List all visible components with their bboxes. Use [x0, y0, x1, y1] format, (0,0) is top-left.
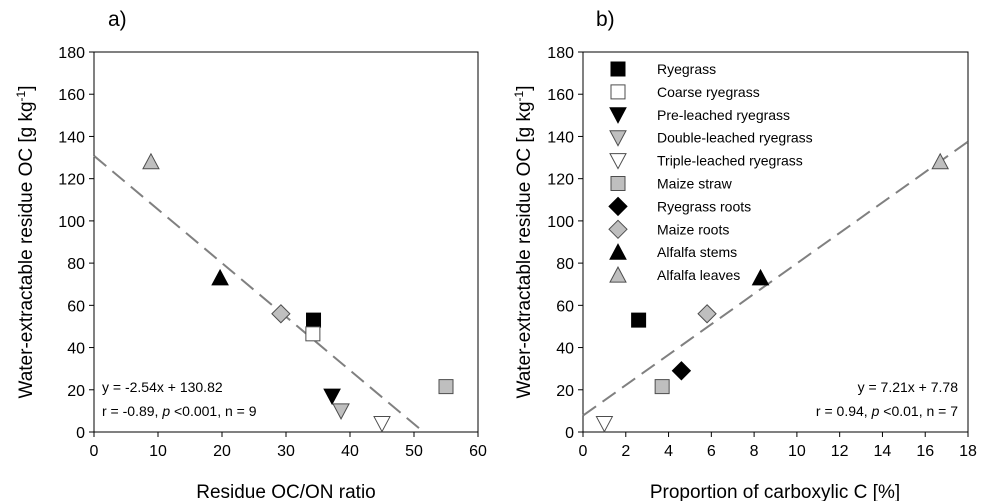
- legend-marker-triple-leached-ryegrass: [609, 153, 627, 170]
- panel-a-y-axis-label: Water-extractable residue OC [g kg-1]: [14, 85, 37, 398]
- panel-a-x-tick-label: 40: [341, 443, 359, 460]
- panel-b-fit-line: [582, 140, 969, 417]
- panel-a-x-tick-label: 60: [469, 443, 487, 460]
- panel-b-y-tick-label: 40: [556, 341, 574, 358]
- panel-a-y-tick-label: 60: [67, 298, 85, 315]
- legend-label-double-leached-ryegrass: Double-leached ryegrass: [657, 130, 813, 146]
- panel-a-annotation: y = -2.54x + 130.82 r = -0.89, p <0.001,…: [102, 379, 257, 419]
- panel-b-y-tick-label: 160: [547, 87, 574, 104]
- panel-a-y-tick-label: 0: [76, 425, 85, 442]
- panel-b-equation: y = 7.21x + 7.78: [858, 379, 959, 395]
- panel-b-x-tick-label: 16: [916, 443, 934, 460]
- panel-a-x-tick-label: 20: [213, 443, 231, 460]
- panel-b-x-tick-label: 14: [874, 443, 892, 460]
- panel-a: a) 0 10 20 30 40 50 60 0 20 40 60 80 100 120 140 160 180…: [14, 8, 487, 501]
- legend: Ryegrass Coarse ryegrass Pre-leached ryegr…: [608, 61, 813, 283]
- panel-a-stats: r = -0.89, p <0.001, n = 9: [102, 403, 257, 419]
- panel-a-x-tick-label: 50: [405, 443, 423, 460]
- panel-a-point-alfalfa-stems: [211, 268, 229, 286]
- legend-marker-coarse-ryegrass: [610, 84, 626, 100]
- legend-label-triple-leached-ryegrass: Triple-leached ryegrass: [657, 153, 803, 169]
- legend-marker-ryegrass: [610, 61, 626, 77]
- panel-a-y-tick-label: 40: [67, 341, 85, 358]
- legend-label-maize-roots: Maize roots: [657, 221, 729, 237]
- panel-a-point-maize-roots: [271, 304, 291, 324]
- panel-b-x-tick-label: 2: [621, 443, 630, 460]
- panel-a-point-alfalfa-leaves: [142, 152, 160, 170]
- panel-a-x-tick-label: 0: [90, 443, 99, 460]
- panel-b-y-tick-label: 0: [565, 425, 574, 442]
- panel-b-annotation: y = 7.21x + 7.78 r = 0.94, p <0.01, n = …: [816, 379, 958, 419]
- legend-marker-alfalfa-stems: [609, 243, 627, 260]
- panel-a-y-tick-label: 140: [58, 129, 85, 146]
- panel-b-x-tick-label: 6: [707, 443, 716, 460]
- panel-b-point-maize-roots: [697, 304, 717, 324]
- panel-b-x-axis-label: Proportion of carboxylic C [%]: [650, 482, 900, 501]
- panel-b-point-maize-straw: [654, 379, 670, 395]
- panel-b-x-tick-label: 0: [579, 443, 588, 460]
- panel-a-y-tick-label: 180: [58, 45, 85, 62]
- panel-a-label: a): [108, 8, 127, 31]
- panel-b-y-tick-label: 60: [556, 298, 574, 315]
- panel-a-point-double-leached-ryegrass: [332, 403, 350, 420]
- panel-a-point-ryegrass: [306, 312, 322, 328]
- panel-b-x-tick-label: 4: [664, 443, 673, 460]
- panel-b-y-tick-label: 100: [547, 214, 574, 231]
- panel-a-plot-frame: [93, 51, 479, 433]
- panel-a-x-tick-label: 10: [149, 443, 167, 460]
- panel-a-y-tick-label: 120: [58, 172, 85, 189]
- panel-b-point-triple-leached-ryegrass: [595, 416, 614, 433]
- panel-a-equation: y = -2.54x + 130.82: [102, 379, 223, 395]
- legend-marker-maize-straw: [610, 176, 626, 191]
- legend-label-pre-leached-ryegrass: Pre-leached ryegrass: [657, 107, 790, 123]
- panel-b-plot-frame: [582, 51, 969, 433]
- legend-marker-maize-roots: [608, 219, 628, 240]
- panel-a-y-tick-label: 80: [67, 256, 85, 273]
- legend-marker-ryegrass-roots: [608, 196, 628, 217]
- panel-b-point-ryegrass-roots: [671, 361, 692, 381]
- panel-a-y-tick-label: 160: [58, 87, 85, 104]
- panel-b-stats: r = 0.94, p <0.01, n = 7: [816, 403, 958, 419]
- panel-b-x-tick-label: 10: [788, 443, 806, 460]
- legend-label-alfalfa-leaves: Alfalfa leaves: [657, 267, 740, 283]
- panel-b-point-alfalfa-stems: [751, 268, 770, 286]
- panel-b-label: b): [596, 8, 615, 31]
- panel-a-y-tick-label: 20: [67, 383, 85, 400]
- legend-marker-alfalfa-leaves: [609, 266, 627, 283]
- panel-b-x-tick-label: 18: [959, 443, 977, 460]
- panel-a-point-triple-leached-ryegrass: [373, 416, 391, 433]
- panel-b-y-tick-label: 180: [547, 45, 574, 62]
- legend-marker-double-leached-ryegrass: [609, 130, 627, 147]
- legend-label-alfalfa-stems: Alfalfa stems: [657, 244, 737, 260]
- legend-label-ryegrass-roots: Ryegrass roots: [657, 198, 751, 214]
- panel-a-x-axis-label: Residue OC/ON ratio: [196, 482, 376, 501]
- panel-b-y-axis-label: Water-extractable residue OC [g kg-1]: [512, 85, 535, 398]
- legend-label-coarse-ryegrass: Coarse ryegrass: [657, 84, 760, 100]
- panel-a-point-coarse-ryegrass: [305, 326, 321, 342]
- panel-a-point-pre-leached-ryegrass: [323, 388, 341, 406]
- panel-b: b) 0 2 4 6 8 10 12 14 16 180204060801001201401601…: [512, 8, 977, 501]
- panel-b-y-tick-label: 20: [556, 383, 574, 400]
- panel-a-point-maize-straw: [438, 379, 454, 395]
- legend-label-maize-straw: Maize straw: [657, 176, 733, 192]
- panel-a-y-tick-label: 100: [58, 214, 85, 231]
- panel-b-point-ryegrass: [631, 312, 647, 328]
- panel-a-x-tick-label: 30: [277, 443, 295, 460]
- panel-b-y-tick-label: 140: [547, 129, 574, 146]
- legend-marker-pre-leached-ryegrass: [609, 107, 627, 124]
- legend-label-ryegrass: Ryegrass: [657, 61, 716, 77]
- panel-b-point-alfalfa-leaves: [931, 152, 950, 170]
- panel-b-y-tick-label: 80: [556, 256, 574, 273]
- panel-b-x-tick-label: 8: [750, 443, 759, 460]
- panel-b-x-tick-label: 12: [831, 443, 849, 460]
- panel-b-y-tick-label: 120: [547, 172, 574, 189]
